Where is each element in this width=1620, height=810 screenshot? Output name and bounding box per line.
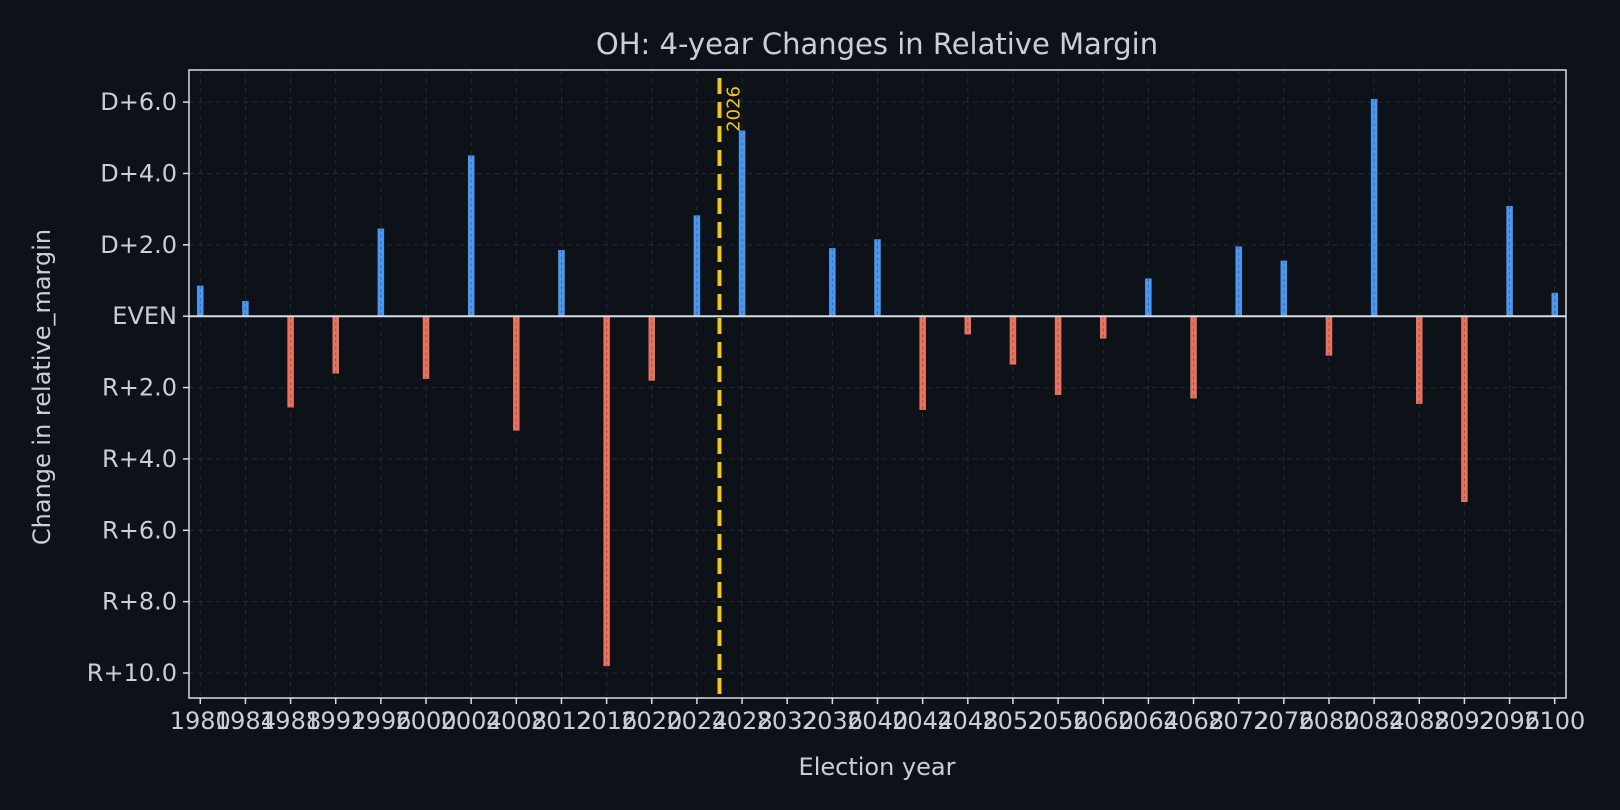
x-tick-label: 1984 bbox=[215, 707, 276, 735]
x-tick-label: 1988 bbox=[260, 707, 321, 735]
y-tick-label: R+10.0 bbox=[87, 659, 177, 687]
y-tick-label: R+8.0 bbox=[102, 588, 177, 616]
x-tick-label: 2024 bbox=[666, 707, 727, 735]
chart-title: OH: 4-year Changes in Relative Margin bbox=[596, 27, 1158, 61]
bar-2072 bbox=[1235, 246, 1242, 317]
gridlines bbox=[189, 70, 1566, 698]
x-tick-label: 2036 bbox=[802, 707, 863, 735]
x-axis-ticks: 1980198419881992199620002004200820122016… bbox=[170, 698, 1585, 735]
x-tick-label: 2068 bbox=[1163, 707, 1224, 735]
x-tick-label: 2008 bbox=[486, 707, 547, 735]
x-tick-label: 2052 bbox=[982, 707, 1043, 735]
y-tick-label: D+4.0 bbox=[100, 159, 177, 187]
x-tick-label: 2028 bbox=[712, 707, 773, 735]
y-axis-label: Change in relative_margin bbox=[28, 229, 56, 545]
x-tick-label: 2040 bbox=[847, 707, 908, 735]
y-tick-label: R+6.0 bbox=[102, 516, 177, 544]
y-tick-label: D+2.0 bbox=[100, 231, 177, 259]
bars bbox=[197, 99, 1558, 667]
x-tick-label: 1980 bbox=[170, 707, 231, 735]
x-tick-label: 2088 bbox=[1389, 707, 1450, 735]
x-tick-label: 2032 bbox=[757, 707, 818, 735]
x-tick-label: 2056 bbox=[1028, 707, 1089, 735]
x-tick-label: 2092 bbox=[1434, 707, 1495, 735]
y-tick-label: D+6.0 bbox=[100, 88, 177, 116]
y-tick-label: R+4.0 bbox=[102, 445, 177, 473]
y-tick-label: R+2.0 bbox=[102, 374, 177, 402]
bar-2036 bbox=[829, 248, 836, 317]
x-tick-label: 1992 bbox=[305, 707, 366, 735]
y-tick-label: EVEN bbox=[112, 302, 177, 330]
x-tick-label: 2004 bbox=[441, 707, 502, 735]
year-marker: 2026 bbox=[717, 78, 744, 698]
x-tick-label: 2012 bbox=[531, 707, 592, 735]
x-tick-label: 2084 bbox=[1344, 707, 1405, 735]
x-tick-label: 2060 bbox=[1073, 707, 1134, 735]
x-axis-label: Election year bbox=[799, 753, 956, 781]
x-tick-label: 1996 bbox=[350, 707, 411, 735]
x-tick-label: 2096 bbox=[1479, 707, 1540, 735]
x-tick-label: 2080 bbox=[1298, 707, 1359, 735]
x-tick-label: 2048 bbox=[937, 707, 998, 735]
x-tick-label: 2072 bbox=[1208, 707, 1269, 735]
x-tick-label: 2020 bbox=[621, 707, 682, 735]
x-tick-label: 2076 bbox=[1253, 707, 1314, 735]
y-axis-ticks: D+6.0 D+4.0 D+2.0 EVEN R+2.0 R+4.0 R+6.0 R+8.0 R… bbox=[87, 88, 189, 687]
x-tick-label: 2064 bbox=[1118, 707, 1179, 735]
x-tick-label: 2044 bbox=[892, 707, 953, 735]
x-tick-label: 2016 bbox=[576, 707, 637, 735]
marker-label: 2026 bbox=[723, 86, 744, 132]
x-tick-label: 2000 bbox=[395, 707, 456, 735]
x-tick-label: 2100 bbox=[1524, 707, 1585, 735]
